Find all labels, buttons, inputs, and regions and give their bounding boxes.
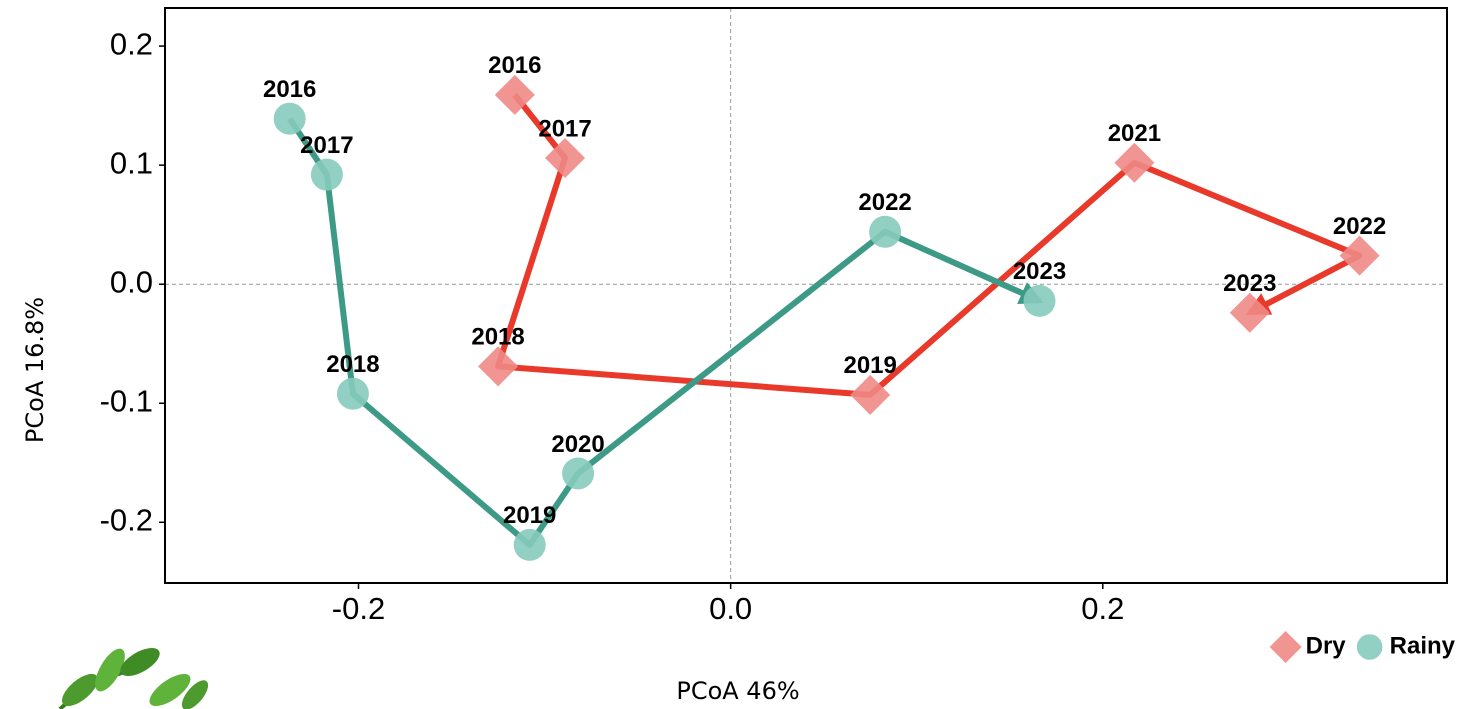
point-label: 2022 — [858, 189, 911, 216]
point — [310, 158, 343, 191]
point-label: 2019 — [503, 502, 556, 529]
point-label: 2023 — [1013, 258, 1066, 285]
y-tick-label: -0.2 — [100, 502, 153, 537]
x-tick-label: -0.2 — [332, 591, 385, 626]
point-label: 2022 — [1333, 213, 1386, 240]
point-label: 2017 — [538, 115, 591, 142]
point — [494, 74, 535, 115]
point — [562, 457, 595, 490]
y-axis-title: PCoA 16.8% — [21, 297, 49, 443]
point — [1023, 284, 1056, 317]
x-axis-title: PCoA 46% — [676, 677, 799, 705]
point-label: 2018 — [471, 324, 524, 351]
point — [336, 377, 369, 410]
point-label: 2019 — [843, 352, 896, 379]
point — [1339, 235, 1380, 276]
point — [869, 215, 902, 248]
y-tick-label: 0.0 — [110, 264, 153, 299]
point-label: 2020 — [551, 431, 604, 458]
y-tick-label: 0.2 — [110, 26, 153, 61]
legend-marker — [1356, 634, 1383, 660]
x-tick-label: 0.0 — [709, 591, 752, 626]
plot-frame — [164, 7, 1448, 584]
legend-marker — [1269, 631, 1302, 663]
point — [1229, 292, 1270, 333]
point-label: 2016 — [488, 52, 541, 79]
plant-icon — [58, 648, 209, 709]
point — [850, 374, 891, 415]
point-label: 2017 — [300, 132, 353, 159]
point-label: 2021 — [1108, 120, 1161, 147]
trajectory-line — [495, 93, 1363, 398]
trajectory-line — [287, 117, 1044, 548]
point — [1114, 142, 1155, 183]
y-tick-label: 0.1 — [110, 145, 153, 180]
point — [478, 346, 519, 387]
point-label: 2018 — [326, 351, 379, 378]
point-label: 2023 — [1223, 270, 1276, 297]
point — [545, 138, 586, 178]
legend-label: Rainy — [1390, 632, 1456, 659]
point — [513, 528, 546, 561]
legend-label: Dry — [1306, 632, 1347, 659]
y-tick-label: -0.1 — [100, 383, 153, 418]
point-label: 2016 — [263, 76, 316, 103]
point — [273, 102, 306, 135]
x-tick-label: 0.2 — [1081, 591, 1124, 626]
